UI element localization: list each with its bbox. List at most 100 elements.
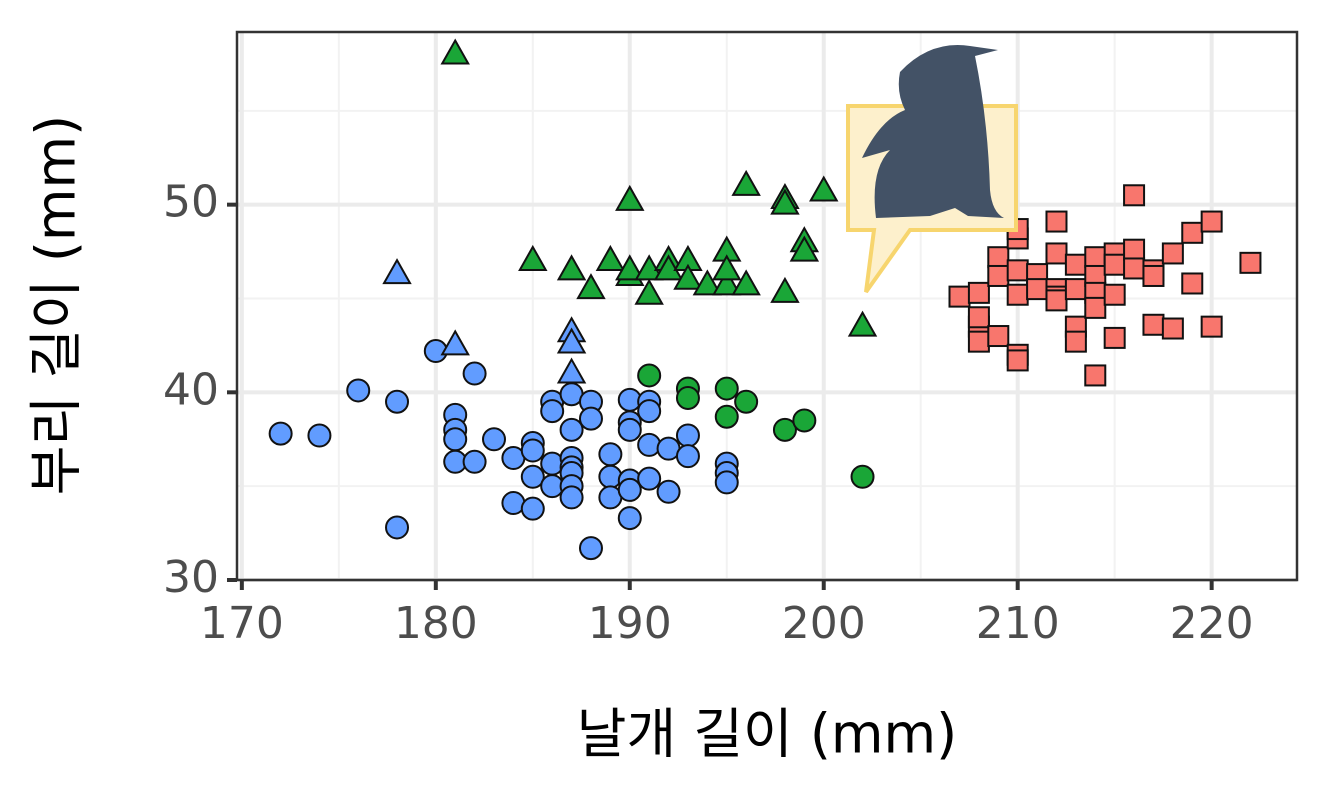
point [656,479,681,504]
plot-area [235,30,1299,582]
point [518,244,548,271]
point [714,404,739,429]
plot-background [237,32,1297,580]
point [637,399,662,424]
point [1045,210,1068,233]
point [615,184,645,211]
point [789,235,820,262]
point [617,417,642,442]
point [1045,289,1068,312]
point [556,254,587,281]
point [382,258,412,285]
point [731,269,761,296]
penguin-icon [846,45,1018,294]
x-tick-label: 210 [976,598,1060,649]
x-axis-title: 날개 길이 (mm) [577,703,957,766]
point [637,363,662,388]
point [1142,264,1165,287]
point [1064,253,1087,276]
y-axis-title: 부리 길이 (mm) [25,115,88,495]
point [770,188,800,215]
point [1084,364,1107,387]
point [948,285,971,308]
point [578,406,603,431]
point [520,464,545,489]
point [809,175,839,202]
point [598,442,623,467]
point [1006,259,1029,282]
point [1064,278,1087,301]
point [1045,242,1068,265]
point [714,376,739,401]
point [772,417,797,442]
point [714,470,739,495]
point [1239,251,1262,274]
point [770,276,800,303]
x-tick-label: 170 [200,598,284,649]
point [675,385,700,410]
point [307,423,332,448]
point [967,281,990,304]
point [385,515,410,540]
point [792,408,817,433]
point [987,246,1010,269]
point [481,427,506,452]
x-tick-label: 180 [394,598,478,649]
point [559,485,584,510]
point [1103,253,1126,276]
point [847,310,878,337]
point [734,389,759,414]
point [967,330,990,353]
point [1181,272,1204,295]
point [598,464,623,489]
x-tick-label: 190 [588,598,672,649]
point [1181,221,1204,244]
point [731,169,761,196]
point [1200,210,1223,233]
point [1161,317,1184,340]
point [673,263,703,290]
point [987,325,1010,348]
point [1103,326,1126,349]
point [1123,257,1146,280]
point [637,432,662,457]
point [1006,283,1029,306]
point [268,421,293,446]
point [1142,313,1165,336]
point [637,466,662,491]
point [440,329,470,356]
point [1084,246,1107,269]
point [556,327,587,354]
point [1103,283,1126,306]
point [692,269,723,296]
point [346,378,371,403]
point [578,536,603,561]
point [462,361,487,386]
point [712,269,742,296]
point [1026,278,1049,301]
point [967,306,990,329]
point [462,449,487,474]
point [987,264,1010,287]
x-tick-label: 200 [782,598,866,649]
plot-border [235,30,1299,582]
point [556,357,587,384]
y-tick-label: 40 [163,364,219,415]
point [675,423,700,448]
point [576,273,606,300]
point [595,244,626,271]
y-tick-label: 30 [163,552,219,603]
point [540,399,565,424]
point [1123,184,1146,207]
point [1084,296,1107,319]
point [617,506,642,531]
point [1006,349,1029,372]
point [440,38,470,65]
point [385,389,410,414]
point [520,496,545,521]
point [520,438,545,463]
y-tick-label: 50 [163,177,219,228]
point [617,477,642,502]
point [443,427,468,452]
